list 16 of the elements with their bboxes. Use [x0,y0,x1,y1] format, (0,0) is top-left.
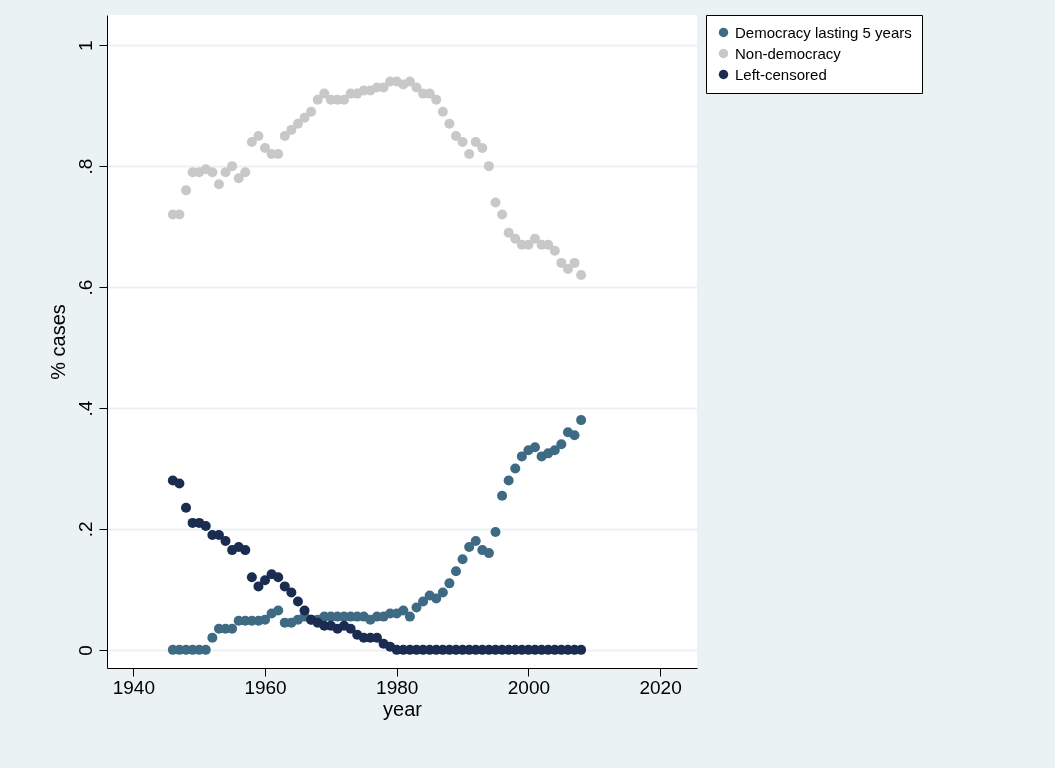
y-axis-title: % cases [46,304,69,380]
x-tick-label: 1940 [112,676,155,698]
x-tick-label: 2000 [507,676,551,698]
y-tick-label: .4 [74,400,96,417]
legend-label: Left-censored [735,65,827,83]
y-tick-label: 1 [74,40,96,52]
x-axis-title: year [383,697,423,720]
legend-label: Non-democracy [735,44,842,62]
x-tick-label: 2020 [639,676,682,698]
x-tick-label: 1960 [244,676,287,698]
y-tick-label: .8 [74,158,96,175]
y-tick-label: .6 [74,279,96,296]
legend-label: Democracy lasting 5 years [735,23,912,41]
y-tick-label: 0 [74,645,96,656]
x-tick-label: 1980 [376,676,419,698]
y-tick-label: .2 [74,521,96,538]
